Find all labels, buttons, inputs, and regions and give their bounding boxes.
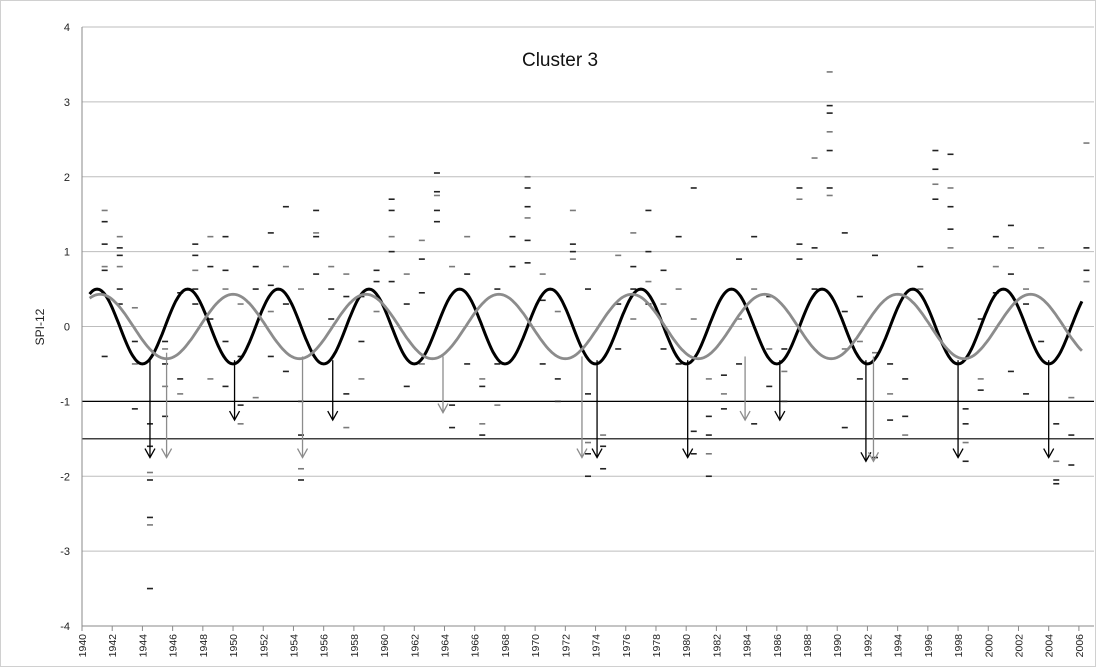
arrow-head xyxy=(739,410,751,422)
gridlines xyxy=(82,26,1094,627)
x-tick-label: 1974 xyxy=(591,634,603,658)
x-tick-label: 1950 xyxy=(228,634,240,658)
x-tick-label: 1960 xyxy=(379,634,391,658)
x-tick-label: 1976 xyxy=(621,634,633,658)
y-tick-label: 0 xyxy=(64,322,70,334)
arrow-head xyxy=(774,410,786,422)
x-tick-label: 1948 xyxy=(198,634,210,658)
drought-arrow xyxy=(739,356,751,422)
x-tick-label: 2000 xyxy=(983,634,995,658)
x-tick-label: 1988 xyxy=(802,634,814,658)
drought-arrow xyxy=(867,356,880,463)
drought-arrow xyxy=(144,360,156,459)
y-tick-label: 2 xyxy=(64,172,70,184)
x-tick-label: 1958 xyxy=(349,634,361,658)
x-tick-label: 1946 xyxy=(168,634,180,658)
x-tick-label: 1986 xyxy=(772,634,784,658)
drought-arrow xyxy=(952,360,964,459)
drought-arrow xyxy=(296,356,309,459)
x-tick-label: 1952 xyxy=(258,634,270,658)
x-tick-label: 1994 xyxy=(893,634,905,658)
arrow-head xyxy=(161,448,173,459)
y-tick-label: -4 xyxy=(60,621,70,633)
x-tick-label: 1996 xyxy=(923,634,935,658)
x-tick-label: 1990 xyxy=(832,634,844,658)
x-tick-label: 1942 xyxy=(107,634,119,658)
drought-arrow xyxy=(228,360,241,422)
chart-title: Cluster 3 xyxy=(522,50,598,71)
arrow-head xyxy=(228,410,241,422)
drought-arrow xyxy=(682,360,694,459)
x-tick-label: 1956 xyxy=(319,634,331,658)
x-tick-label: 1964 xyxy=(440,634,452,658)
y-tick-label: 1 xyxy=(64,247,70,259)
drought-arrow xyxy=(437,356,449,414)
y-tick-label: -1 xyxy=(60,396,70,408)
x-tick-label: 1982 xyxy=(711,634,723,658)
drought-arrow xyxy=(1043,360,1055,459)
arrow-head xyxy=(682,448,694,459)
x-tick-label: 1978 xyxy=(651,634,663,658)
x-tick-label: 1954 xyxy=(288,634,300,658)
x-tick-label: 1940 xyxy=(77,634,89,658)
x-tick-label: 1998 xyxy=(953,634,965,658)
x-tick-label: 1966 xyxy=(470,634,482,658)
arrow-head xyxy=(952,448,964,459)
arrow-head xyxy=(1043,448,1055,459)
scatter-points xyxy=(101,71,1090,590)
x-tick-label: 1944 xyxy=(137,634,149,658)
series-lines xyxy=(88,287,1084,366)
x-tick-label: 2002 xyxy=(1013,634,1025,658)
x-tick-label: 2006 xyxy=(1074,634,1086,658)
arrow-head xyxy=(576,448,588,459)
drought-arrow xyxy=(161,352,173,459)
drought-arrow xyxy=(591,360,603,459)
arrow-head xyxy=(867,451,880,463)
x-tick-label: 1968 xyxy=(500,634,512,658)
x-tick-label: 1970 xyxy=(530,634,542,658)
drought-arrow xyxy=(860,360,872,463)
x-tick-label: 1980 xyxy=(681,634,693,658)
threshold-lines xyxy=(82,400,1094,440)
y-tick-label: 3 xyxy=(64,97,70,109)
x-tick-label: 1962 xyxy=(409,634,421,658)
y-tick-label: -2 xyxy=(60,471,70,483)
y-tick-label: 4 xyxy=(64,22,70,34)
x-tick-label: 1992 xyxy=(862,634,874,658)
drought-arrow xyxy=(327,360,339,422)
drought-arrow xyxy=(576,356,588,459)
y-axis-label: SPI-12 xyxy=(33,308,47,345)
series-line-gray xyxy=(88,292,1083,361)
x-tick-label: 1972 xyxy=(560,634,572,658)
y-tick-label: -3 xyxy=(60,546,70,558)
drought-arrows xyxy=(144,352,1055,463)
arrow-head xyxy=(591,448,603,459)
series-line-black xyxy=(88,287,1084,366)
x-tick-label: 1984 xyxy=(742,634,754,658)
drought-arrow xyxy=(774,360,786,422)
arrow-head xyxy=(437,403,449,414)
x-tick-label: 2004 xyxy=(1044,634,1056,658)
arrow-head xyxy=(296,448,309,459)
arrow-head xyxy=(860,451,872,463)
axes: 4 3 2 1 0 -1 -2 -3 -4 1940 1942 1944 1946 1948 1950 195… xyxy=(60,22,1094,657)
arrow-head xyxy=(327,410,339,422)
arrow-head xyxy=(144,448,156,459)
